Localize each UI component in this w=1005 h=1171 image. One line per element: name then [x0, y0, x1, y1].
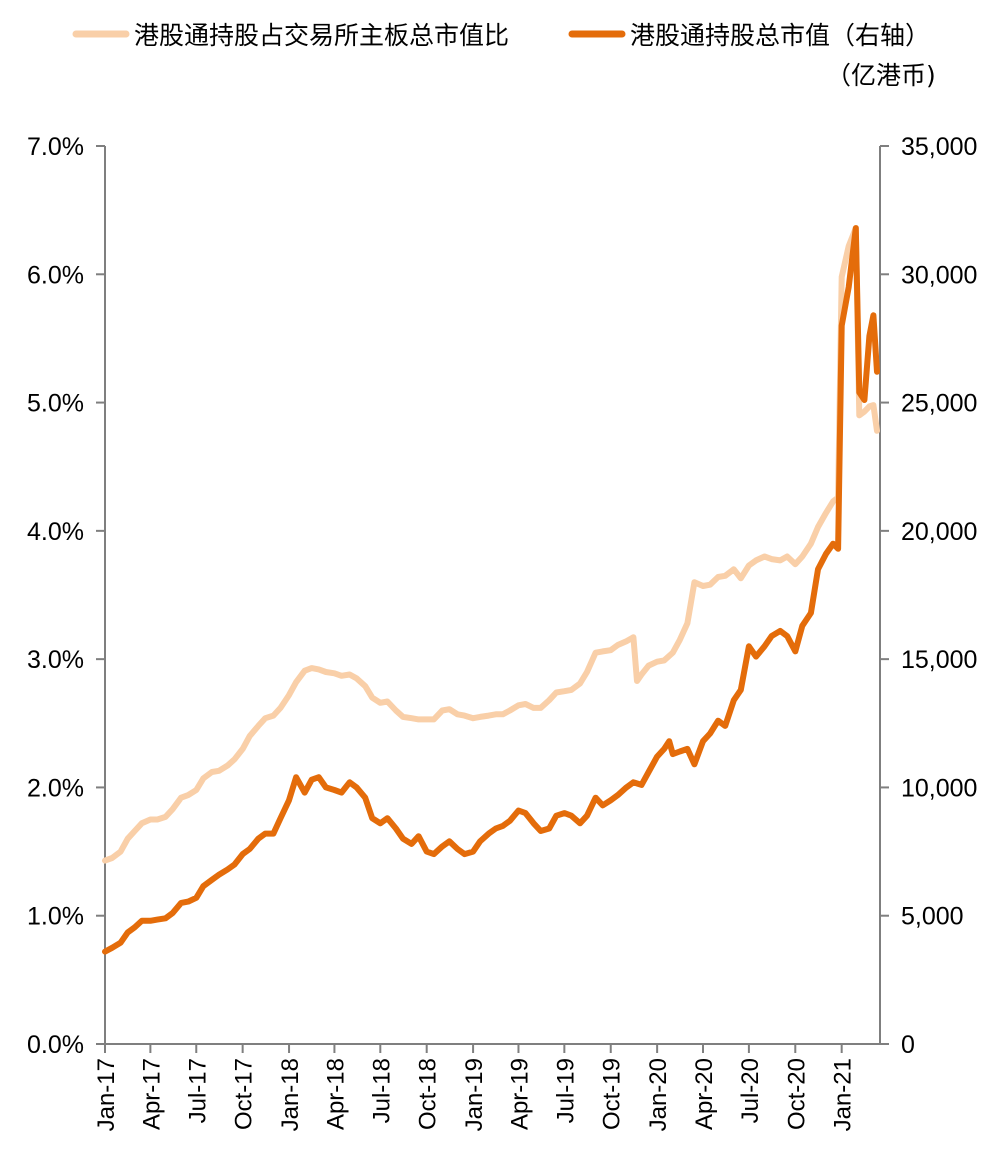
y-left-tick-label: 3.0% [27, 646, 84, 674]
y-right-tick-label: 10,000 [901, 774, 977, 802]
y-right-tick-label: 25,000 [901, 390, 977, 418]
series-layer [102, 225, 880, 955]
series-line-value [102, 225, 880, 955]
y-left-tick-label: 0.0% [27, 1031, 84, 1059]
x-tick-label: Oct-20 [783, 1058, 810, 1130]
x-tick-label: Jul-20 [737, 1058, 764, 1123]
y-left-tick-label: 7.0% [27, 133, 84, 161]
y-right-tick-label: 0 [901, 1031, 915, 1059]
legend-label-value: 港股通持股总市值（右轴） [630, 21, 930, 50]
y-left-tick-label: 1.0% [27, 903, 84, 931]
y-left-tick-label: 5.0% [27, 390, 84, 418]
y-right-tick-label: 35,000 [901, 133, 977, 161]
y-left-tick-label: 6.0% [27, 261, 84, 289]
legend-label-ratio: 港股通持股占交易所主板总市值比 [134, 21, 509, 50]
x-tick-label: Jan-17 [93, 1058, 120, 1131]
legend-unit-note: （亿港币) [826, 61, 936, 90]
y-left-tick-label: 4.0% [27, 518, 84, 546]
x-tick-label: Apr-20 [691, 1058, 718, 1130]
y-left-tick-label: 2.0% [27, 774, 84, 802]
x-tick-label: Oct-19 [599, 1058, 626, 1130]
y-right-tick-label: 15,000 [901, 646, 977, 674]
axes: 0.0% 1.0% 2.0% 3.0% 4.0% 5.0% 6.0% 7.0% 0 5,000 10… [27, 133, 977, 1131]
x-tick-label: Jul-19 [552, 1058, 579, 1123]
x-tick-label: Jul-18 [368, 1058, 395, 1123]
y-right-tick-label: 20,000 [901, 518, 977, 546]
legend: 港股通持股占交易所主板总市值比 港股通持股总市值（右轴） （亿港币) [72, 21, 936, 90]
x-tick-label: Apr-18 [322, 1058, 349, 1130]
y-right-tick-label: 30,000 [901, 261, 977, 289]
x-tick-label: Apr-19 [506, 1058, 533, 1130]
series-line-ratio [102, 225, 880, 864]
x-tick-label: Oct-18 [415, 1058, 442, 1130]
x-tick-label: Oct-17 [231, 1058, 258, 1130]
x-tick-label: Jan-20 [645, 1058, 672, 1131]
x-tick-label: Jan-18 [277, 1058, 304, 1131]
x-tick-label: Jan-21 [830, 1058, 857, 1131]
x-tick-label: Jul-17 [184, 1058, 211, 1123]
x-tick-label: Jan-19 [461, 1058, 488, 1131]
x-tick-label: Apr-17 [138, 1058, 165, 1130]
y-right-tick-label: 5,000 [901, 903, 964, 931]
